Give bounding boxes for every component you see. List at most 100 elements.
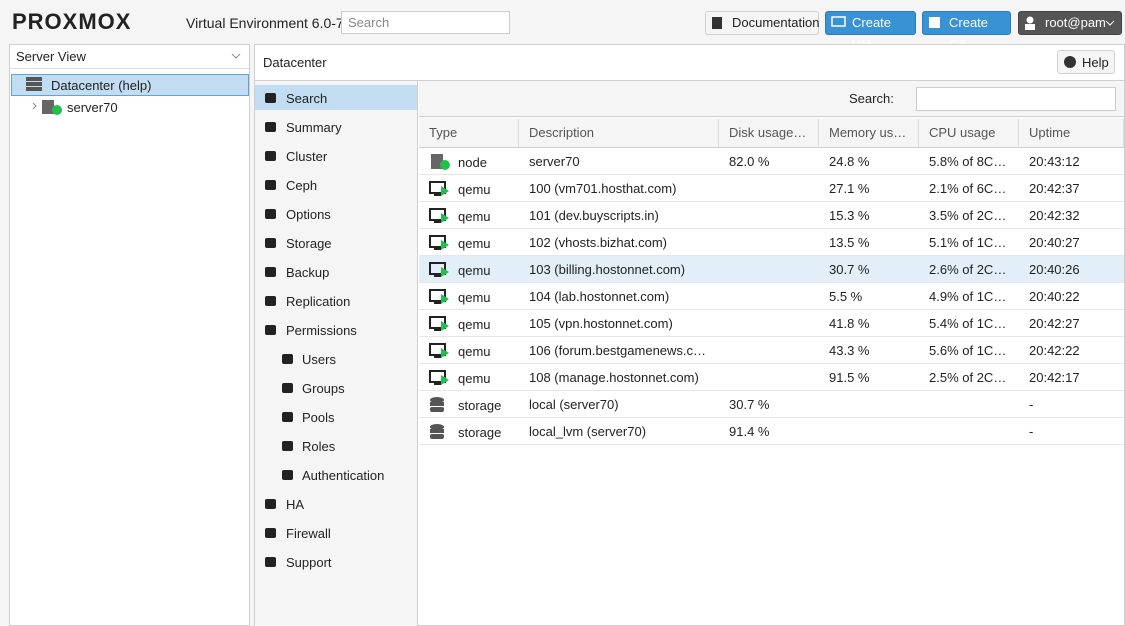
tree-icons xyxy=(26,77,62,115)
submenu-item[interactable]: Authentication xyxy=(302,468,385,483)
tree-node[interactable]: server70 xyxy=(67,100,118,115)
table-cell: 82.0 % xyxy=(729,154,770,169)
table-cell: 108 (manage.hostonnet.com) xyxy=(529,370,699,385)
table-cell: 5.4% of 1C… xyxy=(929,316,1007,331)
table-cell: 102 (vhosts.bizhat.com) xyxy=(529,235,668,250)
table-cell: 105 (vpn.hostonnet.com) xyxy=(529,316,673,331)
menu-icon xyxy=(282,412,293,422)
menu-icon xyxy=(265,528,276,538)
column-header[interactable]: Disk usage… xyxy=(719,119,819,147)
title-divider xyxy=(255,80,1124,81)
qemu-icon xyxy=(429,289,449,304)
table-cell: 20:42:37 xyxy=(1029,181,1080,196)
table-cell: 5.5 % xyxy=(829,289,863,304)
menu-item[interactable]: Storage xyxy=(286,236,332,251)
menu-item[interactable]: Firewall xyxy=(286,526,331,541)
ct-icon xyxy=(929,17,940,28)
menu-icon xyxy=(265,93,276,103)
qemu-icon xyxy=(429,262,449,277)
menu-icon xyxy=(265,238,276,248)
table-row[interactable] xyxy=(419,148,1124,175)
table-cell: - xyxy=(1029,397,1034,412)
table-cell: 2.1% of 6C… xyxy=(929,181,1007,196)
menu-item[interactable]: HA xyxy=(286,497,305,512)
menu-item[interactable]: Options xyxy=(286,207,331,222)
table-row[interactable] xyxy=(419,175,1124,202)
table-row[interactable] xyxy=(419,418,1124,445)
menu-icon xyxy=(265,267,276,277)
qemu-icon xyxy=(429,208,449,223)
column-header[interactable]: Type xyxy=(419,119,519,147)
menu-item[interactable]: Permissions xyxy=(286,323,357,338)
view-selector[interactable]: Server View xyxy=(10,45,249,69)
menu-icon xyxy=(265,296,276,306)
column-header[interactable]: Description xyxy=(519,119,719,147)
table-cell: 20:42:17 xyxy=(1029,370,1080,385)
menu-selected xyxy=(255,85,417,110)
table-row[interactable] xyxy=(419,256,1124,283)
table-cell: 30.7 % xyxy=(729,397,770,412)
submenu-item[interactable]: Groups xyxy=(302,381,345,396)
table-row[interactable] xyxy=(419,337,1124,364)
table-cell: 13.5 % xyxy=(829,235,870,250)
qemu-icon xyxy=(429,370,449,385)
table-cell: qemu xyxy=(458,371,491,386)
search-input[interactable]: Search xyxy=(341,11,510,34)
panel-title: Datacenter xyxy=(263,55,327,70)
table-cell: qemu xyxy=(458,317,491,332)
qemu-icon xyxy=(429,316,449,331)
table-cell: storage xyxy=(458,425,502,440)
submenu-item[interactable]: Pools xyxy=(302,410,335,425)
table-cell: 104 (lab.hostonnet.com) xyxy=(529,289,670,304)
user-menu[interactable]: root@pam xyxy=(1018,11,1122,35)
tree-datacenter[interactable]: Datacenter (help) xyxy=(51,78,152,93)
table-cell: 2.6% of 2C… xyxy=(929,262,1007,277)
tree-row-selected xyxy=(11,74,249,96)
table-cell: qemu xyxy=(458,290,491,305)
table-cell: 4.9% of 1C… xyxy=(929,289,1007,304)
table-cell: 20:40:27 xyxy=(1029,235,1080,250)
table-cell: qemu xyxy=(458,209,491,224)
table-cell: 20:40:22 xyxy=(1029,289,1080,304)
view-arrow xyxy=(231,53,241,59)
user-icon xyxy=(1026,16,1034,24)
table-search-input[interactable] xyxy=(916,87,1116,111)
table-row[interactable] xyxy=(419,229,1124,256)
documentation-button[interactable]: Documentation xyxy=(705,11,819,35)
table-cell: qemu xyxy=(458,263,491,278)
table-row[interactable] xyxy=(419,364,1124,391)
submenu-item[interactable]: Users xyxy=(302,352,336,367)
menu-item[interactable]: Cluster xyxy=(286,149,328,164)
submenu-item[interactable]: Roles xyxy=(302,439,336,454)
table-row[interactable] xyxy=(419,310,1124,337)
table-cell: 20:40:26 xyxy=(1029,262,1080,277)
column-header[interactable]: Uptime xyxy=(1019,119,1124,147)
table-cell: 5.1% of 1C… xyxy=(929,235,1007,250)
menu-icon xyxy=(282,441,293,451)
table-cell: local (server70) xyxy=(529,397,619,412)
logo: PROXMOX xyxy=(12,9,132,34)
table-cell: node xyxy=(458,155,487,170)
table-row[interactable] xyxy=(419,283,1124,310)
menu-item[interactable]: Support xyxy=(286,555,332,570)
menu-item[interactable]: Summary xyxy=(286,120,342,135)
table-cell: 15.3 % xyxy=(829,208,870,223)
table-cell: 106 (forum.bestgamenews.c… xyxy=(529,343,707,358)
table-row[interactable] xyxy=(419,202,1124,229)
menu-item[interactable]: Backup xyxy=(286,265,330,280)
product-version: Virtual Environment 6.0-7 xyxy=(186,15,344,31)
column-header[interactable]: Memory us… xyxy=(819,119,919,147)
table-row[interactable] xyxy=(419,391,1124,418)
menu-item[interactable]: Ceph xyxy=(286,178,318,193)
column-header[interactable]: CPU usage xyxy=(919,119,1019,147)
table-cell: qemu xyxy=(458,344,491,359)
menu-item[interactable]: Replication xyxy=(286,294,351,309)
menu-panel xyxy=(255,81,418,626)
help-button[interactable]: Help xyxy=(1057,50,1115,74)
vm-icon xyxy=(831,16,846,27)
table-cell: 103 (billing.hostonnet.com) xyxy=(529,262,686,277)
menu-icon xyxy=(265,557,276,567)
table-cell: storage xyxy=(458,398,502,413)
menu-item[interactable]: Search xyxy=(286,91,328,106)
